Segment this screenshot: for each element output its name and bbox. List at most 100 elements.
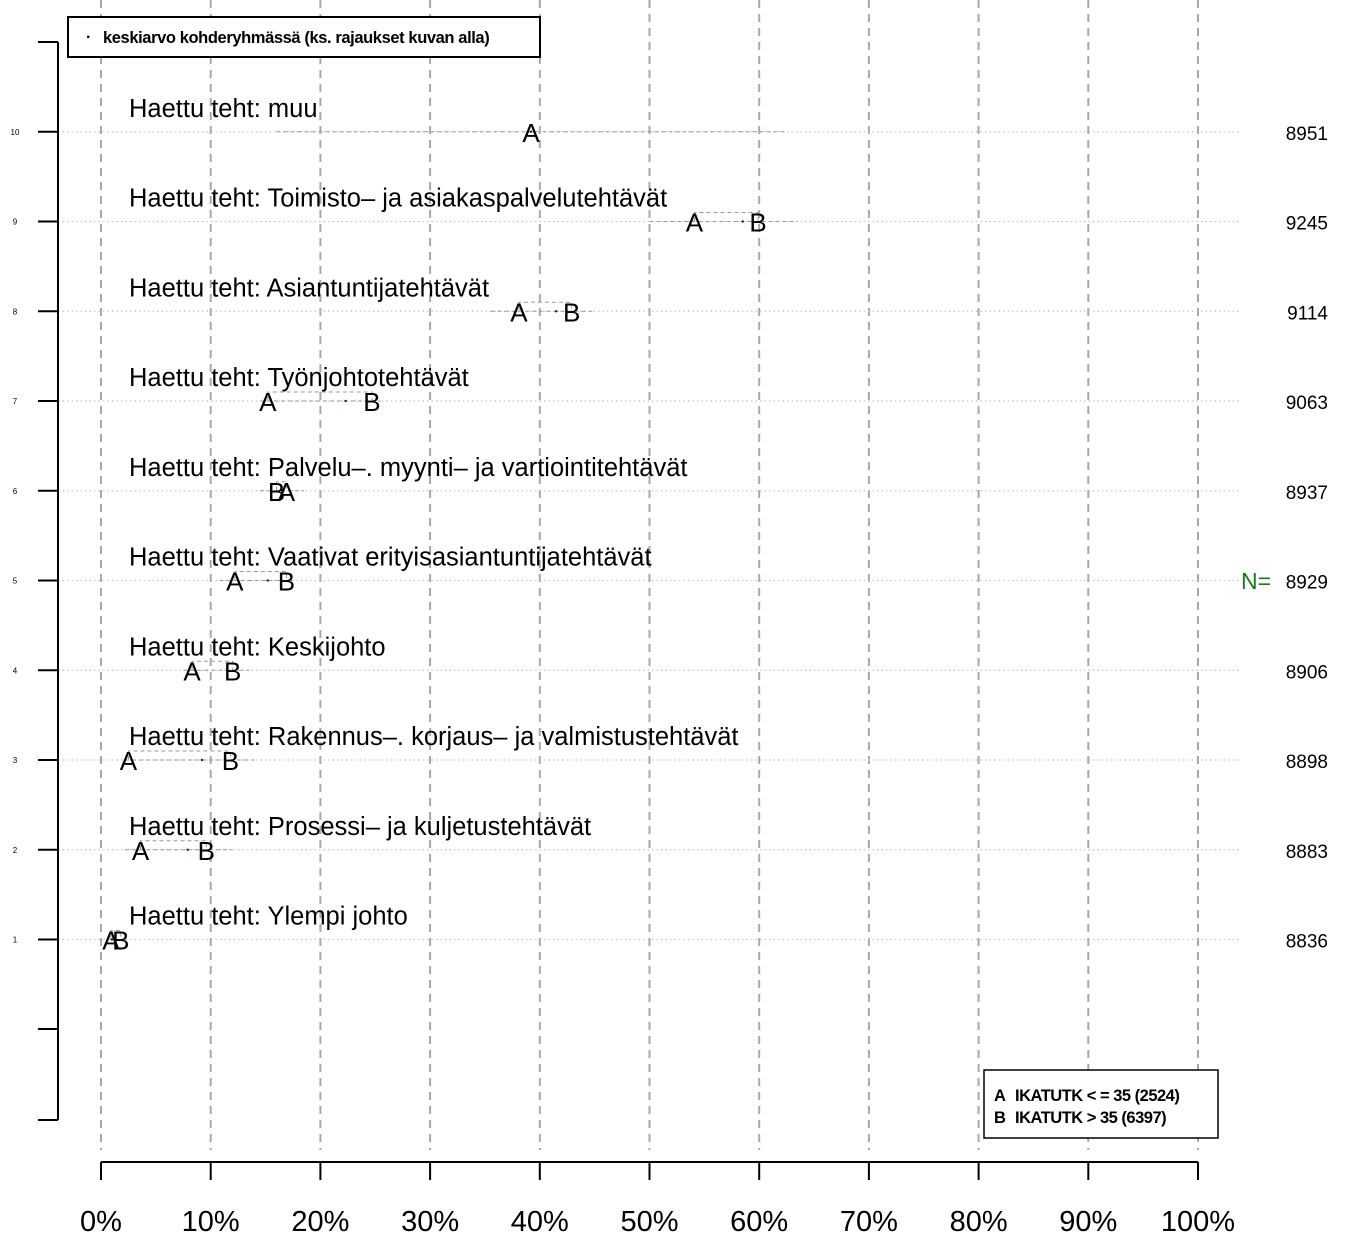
n-value: 8929	[1286, 573, 1328, 594]
legend-mean-symbol: ·	[86, 29, 91, 46]
mean-point	[741, 220, 744, 223]
point-b: B	[198, 836, 215, 866]
row-group: Haettu teht: Ylempi johto AB 8836	[102, 903, 1328, 956]
legend-group-a-letter: A	[994, 1087, 1006, 1105]
legend-groups-box	[983, 1069, 1219, 1139]
x-tick-label: 10%	[182, 1206, 240, 1236]
mean-point	[555, 310, 558, 313]
point-b: B	[222, 746, 239, 776]
row-group: Haettu teht: Vaativat erityisasiantuntij…	[129, 544, 1328, 597]
row-group: Haettu teht: Palvelu–. myynti– ja vartio…	[129, 454, 1328, 507]
point-a: A	[259, 387, 277, 417]
x-tick-label: 40%	[511, 1206, 569, 1236]
x-axis: 0% 10% 20% 30% 40% 50% 60% 70% 80% 90% 100%	[80, 1161, 1235, 1236]
n-value: 8937	[1286, 483, 1328, 504]
mean-point	[110, 938, 114, 941]
row-label: Haettu teht: Keskijohto	[129, 633, 386, 661]
legend-mean-text: keskiarvo kohderyhmässä (ks. rajaukset k…	[103, 29, 489, 47]
row-label: Haettu teht: Asiantuntijatehtävät	[129, 274, 489, 302]
y-tick-label: 9	[13, 218, 18, 227]
point-a: A	[102, 926, 120, 956]
x-tick-label: 70%	[840, 1206, 898, 1236]
n-value: 8951	[1286, 124, 1328, 145]
mean-point	[266, 579, 269, 582]
group-bracket	[693, 212, 759, 222]
legend-group-b-letter: B	[994, 1109, 1006, 1127]
x-tick-label: 50%	[620, 1206, 678, 1236]
legend-mean: · keskiarvo kohderyhmässä (ks. rajaukset…	[67, 16, 541, 58]
point-a: A	[278, 477, 296, 507]
point-a: A	[226, 567, 244, 597]
x-tick-label: 30%	[401, 1206, 459, 1236]
y-tick-label: 3	[13, 756, 18, 765]
group-bracket	[276, 481, 287, 491]
row-group: Haettu teht: muu A 8951	[129, 95, 1328, 148]
group-bracket	[518, 301, 573, 312]
legend-group-b-text: IKATUTK > 35 (6397)	[1015, 1109, 1166, 1127]
group-bracket	[110, 930, 122, 940]
legend-mean-box	[67, 16, 541, 58]
y-tick-label: 1	[13, 936, 18, 945]
point-b: B	[224, 656, 241, 686]
row-group: Haettu teht: Asiantuntijatehtävät A B 9114	[129, 274, 1328, 327]
n-label: N=	[1241, 568, 1271, 594]
point-a: A	[132, 836, 150, 866]
x-tick-label: 90%	[1059, 1206, 1117, 1236]
point-b: B	[268, 477, 285, 507]
mean-point	[529, 130, 533, 133]
row-label: Haettu teht: Toimisto– ja asiakaspalvelu…	[129, 185, 667, 213]
group-bracket	[127, 750, 231, 760]
mean-point	[280, 489, 284, 492]
y-tick-label: 4	[13, 666, 18, 675]
n-value: 8836	[1286, 932, 1328, 953]
group-bracket	[191, 660, 234, 671]
point-b: B	[563, 297, 580, 327]
y-tick-label: 5	[13, 577, 18, 586]
point-a: A	[120, 746, 138, 776]
mean-point	[344, 399, 347, 403]
y-tick-label: 2	[13, 846, 18, 855]
mean-point	[225, 669, 229, 672]
row-group: Haettu teht: Toimisto– ja asiakaspalvelu…	[129, 185, 1328, 238]
point-a: A	[183, 656, 201, 686]
mean-point	[200, 758, 204, 762]
row-label: Haettu teht: Ylempi johto	[129, 903, 408, 931]
x-tick-label: 20%	[291, 1206, 349, 1236]
point-a: A	[686, 208, 704, 238]
mean-point	[186, 848, 189, 851]
x-tick-label: 0%	[80, 1206, 122, 1236]
point-b: B	[363, 387, 380, 417]
vertical-gridlines	[100, 0, 1199, 1150]
point-a: A	[510, 297, 528, 327]
row-label: Haettu teht: Rakennus–. korjaus– ja valm…	[129, 723, 739, 751]
row-label: Haettu teht: Palvelu–. myynti– ja vartio…	[129, 454, 687, 482]
n-value: 9114	[1287, 303, 1328, 324]
y-tick-label: 8	[13, 307, 18, 316]
group-bracket	[234, 571, 287, 581]
point-b: B	[749, 208, 766, 238]
y-axis: 1 2 3 4 5 6 7 8 9 10	[11, 41, 59, 1121]
x-tick-label: 100%	[1161, 1206, 1235, 1236]
n-value: 8883	[1286, 842, 1328, 863]
n-value: 8906	[1286, 662, 1328, 683]
row-label: Haettu teht: muu	[129, 95, 318, 123]
point-b: B	[278, 567, 295, 597]
y-tick-label: 7	[13, 397, 18, 406]
point-a: A	[522, 118, 540, 148]
y-tick-label: 6	[13, 487, 18, 496]
row-label: Haettu teht: Vaativat erityisasiantuntij…	[129, 544, 652, 572]
n-value: 9245	[1286, 214, 1328, 235]
x-tick-label: 80%	[950, 1206, 1008, 1236]
row-label: Haettu teht: Prosessi– ja kuljetustehtäv…	[129, 813, 591, 841]
n-value: 8898	[1286, 752, 1328, 773]
group-bracket	[139, 840, 207, 850]
row-label: Haettu teht: Työnjohtotehtävät	[129, 364, 469, 392]
legend-group-a-text: IKATUTK < = 35 (2524)	[1015, 1087, 1179, 1105]
n-value: 9063	[1286, 393, 1328, 414]
row-group: Haettu teht: Prosessi– ja kuljetustehtäv…	[125, 813, 1328, 866]
x-tick-label: 60%	[730, 1206, 788, 1236]
